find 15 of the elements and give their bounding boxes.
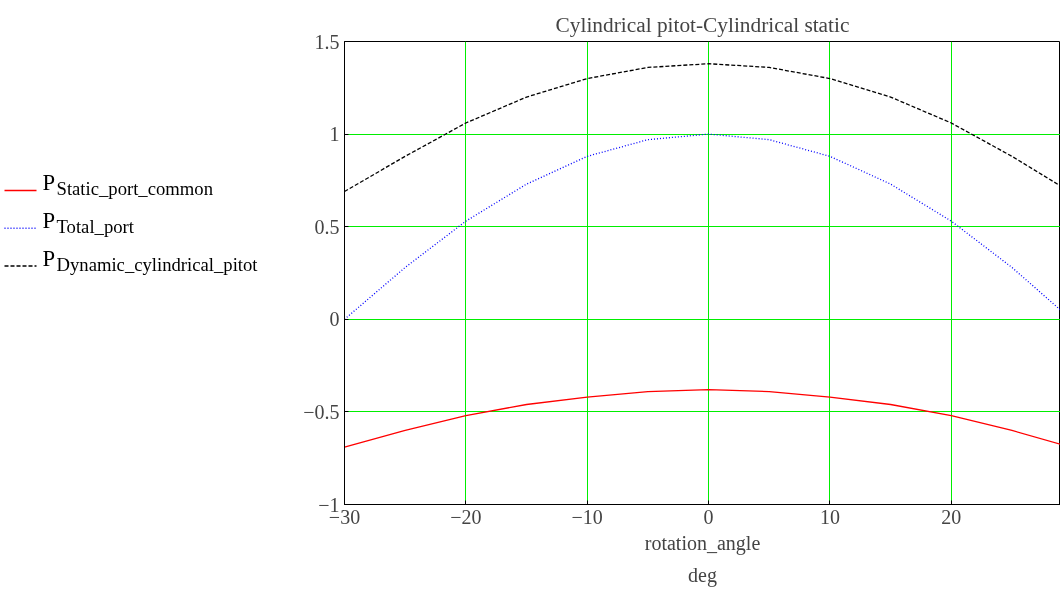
x-tick-label: 10 bbox=[819, 505, 840, 528]
y-tick-label: 1.5 bbox=[314, 30, 340, 53]
y-tick-label: −0.5 bbox=[303, 400, 340, 423]
y-tick-label: 0 bbox=[329, 308, 340, 331]
x-tick-label: 20 bbox=[941, 505, 962, 528]
x-tick-label: −10 bbox=[571, 505, 603, 528]
y-tick-label: 1 bbox=[329, 123, 340, 146]
text: rotation_angle deg bbox=[644, 531, 761, 586]
line-series bbox=[344, 389, 1060, 448]
line-series bbox=[344, 133, 1060, 320]
chart-title: Cylindrical pitot-Cylindrical static bbox=[555, 12, 850, 37]
y-tick-label: −1 bbox=[318, 493, 340, 516]
x-tick-label: −20 bbox=[450, 505, 482, 528]
x-tick-label: 0 bbox=[703, 505, 714, 528]
y-tick-label: 0.5 bbox=[314, 215, 340, 238]
